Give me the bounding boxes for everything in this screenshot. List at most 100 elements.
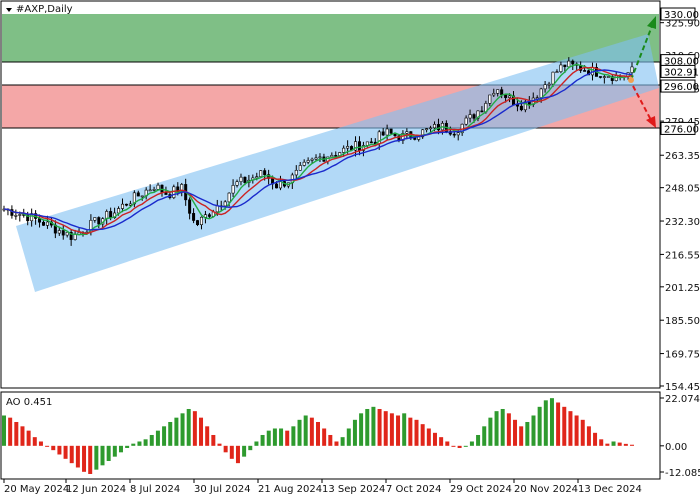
ao-bar <box>2 415 6 446</box>
ao-bar <box>51 445 56 451</box>
price-level-tag-label: 296.00 <box>664 82 699 93</box>
candle-body <box>555 71 559 73</box>
candle-body <box>361 145 365 151</box>
ao-bar <box>254 441 259 446</box>
price-level-tag: 330.00 <box>660 7 699 21</box>
candle-body <box>334 155 338 157</box>
candle-body <box>421 129 425 138</box>
candle-body <box>318 156 322 159</box>
ao-bar <box>556 402 561 446</box>
x-tick-label: 29 Oct 2024 <box>450 484 512 495</box>
candle-body <box>433 124 437 129</box>
candle-body <box>346 146 350 149</box>
candle-body <box>500 89 504 95</box>
ao-bar <box>506 413 511 446</box>
moving-averages-layer <box>3 63 633 236</box>
candle-body <box>109 211 113 218</box>
candle-body <box>310 158 314 161</box>
ao-bar <box>432 432 437 446</box>
dropdown-triangle-icon[interactable] <box>6 8 12 12</box>
candle-body <box>330 155 334 158</box>
ao-bar <box>525 421 530 446</box>
ao-bar <box>580 419 585 446</box>
price-level-tag: 308.00 <box>660 54 699 68</box>
ao-bar <box>445 441 450 446</box>
ao-bar <box>451 445 456 447</box>
ao-bar <box>285 430 290 446</box>
ao-bar <box>63 445 68 459</box>
arrow-up-head <box>647 16 656 29</box>
candle-body <box>26 214 30 222</box>
price-level-tag-box <box>660 121 696 135</box>
candle-body <box>156 184 160 190</box>
ao-bar <box>334 441 339 446</box>
ao-tick-label: 22.074 <box>665 394 700 405</box>
ao-bar <box>229 445 234 459</box>
ao-bar <box>340 437 345 446</box>
ao-bar <box>494 411 499 446</box>
x-tick-label: 13 Dec 2024 <box>578 484 642 495</box>
ao-bar <box>235 445 240 464</box>
ao-bar <box>605 443 610 446</box>
candle-body <box>196 220 200 226</box>
ao-bar <box>396 415 401 446</box>
symbol-title-group: #AXP,Daily <box>6 4 73 15</box>
x-tick-label: 20 Nov 2024 <box>514 484 578 495</box>
ao-bar <box>75 445 80 468</box>
price-level-tag-label: 308.00 <box>664 57 699 68</box>
candle-body <box>405 131 409 134</box>
candle-body <box>199 216 203 226</box>
candle-body <box>148 189 152 192</box>
buy-target-zone <box>2 14 659 62</box>
price-axis: 325.90310.60294.75279.45263.35248.05232.… <box>660 7 700 393</box>
price-tick-label: 263.35 <box>665 151 700 162</box>
ao-bar <box>531 415 536 446</box>
ao-bar <box>543 400 548 446</box>
ao-axis: 22.074 0.00 -12.085 <box>660 394 700 479</box>
ao-bar <box>617 442 622 446</box>
candle-body <box>97 217 101 225</box>
ao-bar <box>476 434 481 446</box>
price-level-tag: 302.91 <box>660 64 699 78</box>
candle-body <box>385 128 389 136</box>
price-tick-label: 154.45 <box>665 382 700 393</box>
candle-body <box>429 127 433 130</box>
ao-bar <box>291 426 296 446</box>
ao-bar <box>38 441 43 446</box>
ao-bar <box>26 430 31 446</box>
arrow-down-head <box>646 116 656 128</box>
candle-body <box>381 131 385 136</box>
candle-body <box>18 214 22 216</box>
price-level-tag-box <box>660 79 696 93</box>
candle-body <box>464 117 468 125</box>
candle-body <box>456 132 460 136</box>
ao-bar <box>137 441 142 446</box>
candle-body <box>357 141 361 151</box>
candle-body <box>539 88 543 99</box>
candle-body <box>255 176 259 179</box>
x-tick-label: 12 Jun 2024 <box>66 484 126 495</box>
price-tick-label: 325.90 <box>665 19 700 30</box>
ao-bar <box>303 415 308 446</box>
ao-bar <box>149 434 154 446</box>
candle-body <box>583 70 587 72</box>
ao-bar <box>143 439 148 446</box>
projection-arrow-up <box>630 25 653 81</box>
ao-bar <box>593 432 598 446</box>
candle-body <box>10 209 14 216</box>
x-tick-label: 30 Jul 2024 <box>194 484 251 495</box>
candle-body <box>231 185 235 194</box>
ao-bar <box>537 406 542 446</box>
ao-bar <box>316 421 320 446</box>
ao-bar <box>630 444 634 446</box>
candle-body <box>508 95 512 98</box>
candle-body <box>630 66 634 73</box>
candle-body <box>504 94 508 98</box>
candle-body <box>306 160 310 163</box>
ma-red-line <box>3 66 633 235</box>
ao-bar <box>272 428 277 446</box>
ao-bar <box>611 441 616 446</box>
candle-body <box>120 203 124 209</box>
candle-body <box>93 217 97 221</box>
price-level-tag: 276.00 <box>660 121 699 135</box>
